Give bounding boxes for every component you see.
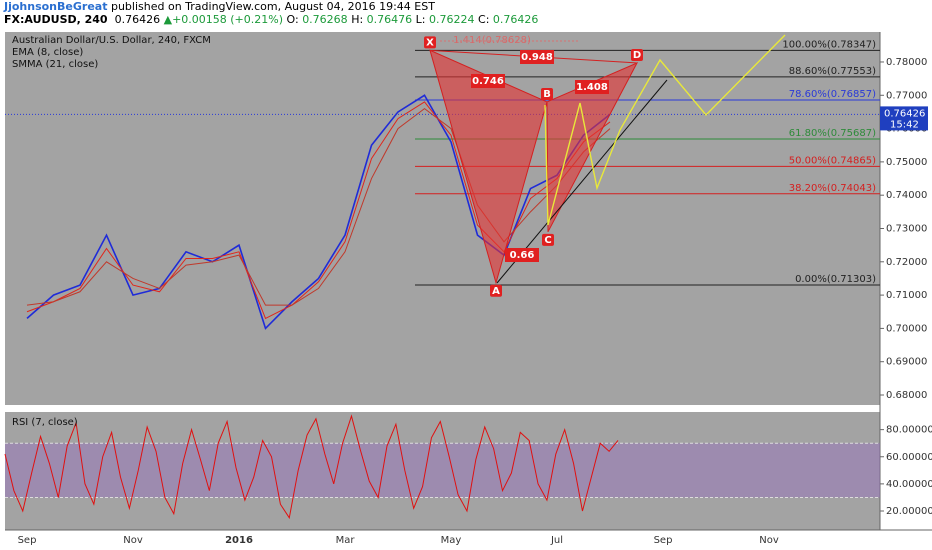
last: 0.76426 <box>114 13 161 26</box>
pattern-label: A <box>492 286 500 297</box>
legend-entry: SMMA (21, close) <box>12 59 98 70</box>
pattern-point <box>424 36 436 49</box>
pattern-point <box>541 87 553 100</box>
x-tick-label: Sep <box>18 535 37 546</box>
ohlc-value: 0.76426 <box>492 13 539 26</box>
chart: 0.68000 0.69000 0.70000 0.71000 0.72000 0.730… <box>4 32 932 546</box>
ohlc-value: 0.76476 <box>366 13 413 26</box>
header: JjohnsonBeGreat published on TradingView… <box>4 0 924 26</box>
y-tick-label: 0.73000 <box>886 223 927 234</box>
projection <box>544 34 786 226</box>
fib-label: 78.60%(0.76857) <box>789 89 876 100</box>
y-tick-label: 0.74000 <box>886 190 927 201</box>
fib-label: 38.20%(0.74043) <box>789 183 876 194</box>
pattern-label: C <box>544 235 551 246</box>
x-tick-label: Nov <box>759 535 779 546</box>
rsi-line <box>4 414 619 520</box>
ohlc-label: O: <box>286 13 299 26</box>
ohlc-label: H: <box>351 13 364 26</box>
y-tick-label: 0.68000 <box>886 390 927 401</box>
fib-label: 88.60%(0.77553) <box>789 66 876 77</box>
x-tick-label: May <box>441 535 462 546</box>
last-price-box <box>880 106 928 131</box>
y-tick-label: 80.00000 <box>886 425 932 436</box>
pattern-label: B <box>543 89 551 100</box>
header-line: FX:AUDUSD, 240 0.76426 ▲+0.00158 (+0.21%… <box>4 13 924 26</box>
y-tick-label: 0.71000 <box>886 290 927 301</box>
ratio-label: 0.948 <box>521 52 553 63</box>
y-tick-label: 0.75000 <box>886 157 927 168</box>
x-tick-label: 2016 <box>225 535 253 546</box>
ohlc: O: 0.76268 H: 0.76476 L: 0.76224 C: 0.76… <box>287 13 539 26</box>
fib-label: 50.00%(0.74865) <box>789 155 876 166</box>
countdown: 15:42 <box>890 119 919 130</box>
chart-title: RSI (7, close) <box>12 417 78 428</box>
y-tick-label: 0.72000 <box>886 257 927 268</box>
ratio-box <box>505 248 539 262</box>
pattern-label: X <box>426 37 434 48</box>
series-line <box>26 107 611 306</box>
ratio-box <box>471 74 505 88</box>
header-line: JjohnsonBeGreat published on TradingView… <box>4 0 924 13</box>
ratio-box <box>520 50 554 64</box>
y-tick-label: 0.70000 <box>886 323 927 334</box>
ratio-label: 0.746 <box>472 76 504 87</box>
x-tick-label: Nov <box>123 535 143 546</box>
legend-entry: EMA (8, close) <box>12 47 83 58</box>
up-arrow: ▲ <box>163 13 173 26</box>
pattern-point <box>631 48 643 61</box>
pattern-point <box>542 233 554 246</box>
fib-label: 61.80%(0.75687) <box>789 128 876 139</box>
rsi-band <box>5 443 880 498</box>
ohlc-label: L: <box>415 13 426 26</box>
x-tick-label: Mar <box>336 535 356 546</box>
ohlc-label: C: <box>478 13 490 26</box>
ohlc-value: 0.76224 <box>429 13 475 26</box>
ratio-label: 1.408 <box>576 82 608 93</box>
published: published on TradingView.com, August 04,… <box>110 0 435 13</box>
pattern-label: D <box>633 50 641 61</box>
fib-label: 0.00%(0.71303) <box>795 274 876 285</box>
pattern-point <box>490 284 502 297</box>
change: +0.00158 (+0.21%) <box>172 13 284 26</box>
y-tick-label: 60.00000 <box>886 452 932 463</box>
y-tick-label: 0.69000 <box>886 357 927 368</box>
y-tick-label: 40.00000 <box>886 479 932 490</box>
y-tick-label: 0.78000 <box>886 57 927 68</box>
symbol: FX:AUDUSD, 240 <box>4 13 108 26</box>
fib-label: 100.00%(0.78347) <box>782 39 876 50</box>
y-tick-label: 0.77000 <box>886 90 927 101</box>
y-tick-label: 20.00000 <box>886 506 932 517</box>
ratio-box <box>575 80 609 94</box>
ohlc-value: 0.76268 <box>302 13 348 26</box>
x-tick-label: Jul <box>550 535 563 546</box>
author[interactable]: JjohnsonBeGreat <box>4 0 108 13</box>
ratio-label: 0.66 <box>510 250 535 261</box>
extension-label: 1.414(0.78628) <box>453 35 531 46</box>
x-tick-label: Sep <box>654 535 673 546</box>
chart-title: Australian Dollar/U.S. Dollar, 240, FXCM <box>12 35 211 46</box>
last-price-label: 0.76426 <box>884 108 925 119</box>
